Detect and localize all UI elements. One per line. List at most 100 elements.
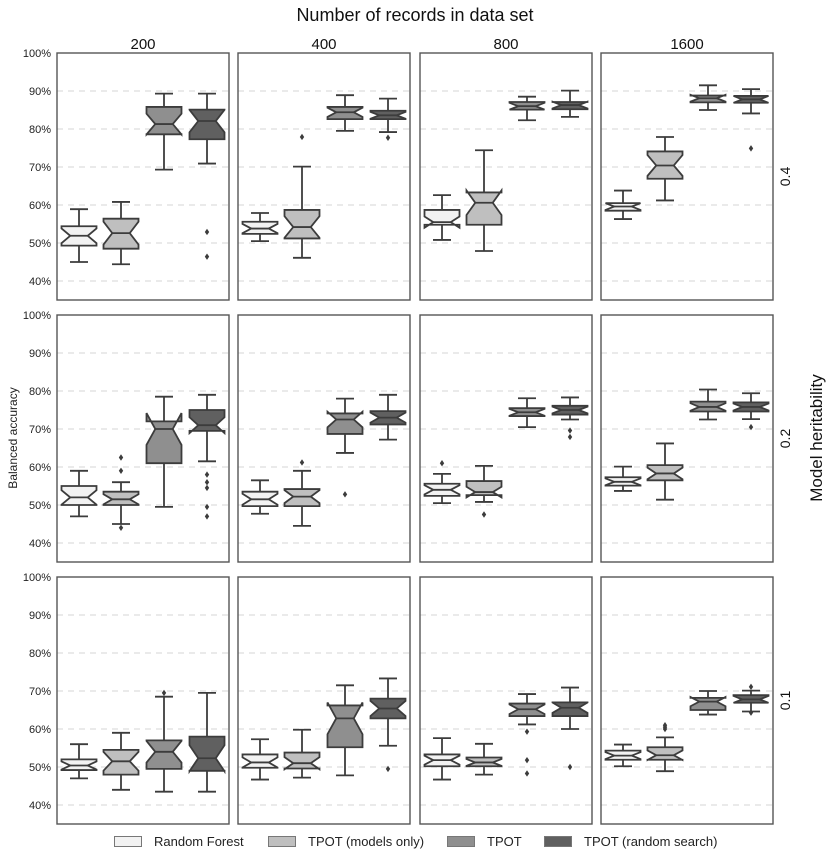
outlier-marker <box>299 133 305 141</box>
y-tick-label: 60% <box>29 724 51 736</box>
box <box>689 388 727 421</box>
legend-label: TPOT (random search) <box>584 834 718 849</box>
box <box>102 454 140 531</box>
y-tick-label: 80% <box>29 124 51 136</box>
y-axis-title: Balanced accuracy <box>6 387 20 488</box>
facet-panel <box>237 314 411 563</box>
box <box>241 738 279 781</box>
outlier-marker <box>524 756 530 764</box>
legend-label: Random Forest <box>154 834 244 849</box>
legend-swatch <box>544 836 572 847</box>
box <box>423 737 461 781</box>
outlier-marker <box>385 134 391 141</box>
y-tick-label: 50% <box>29 762 51 774</box>
box <box>732 683 770 716</box>
panel-frame <box>237 314 411 563</box>
facet-panel <box>600 52 774 301</box>
box <box>60 743 98 780</box>
box <box>423 460 461 505</box>
outlier-marker <box>524 770 530 777</box>
outlier-marker <box>748 683 754 691</box>
column-header: 800 <box>493 36 518 53</box>
box <box>283 728 321 779</box>
box <box>188 393 226 520</box>
y-tick-label: 90% <box>29 610 51 622</box>
outlier-marker <box>748 709 754 716</box>
outlier-marker <box>748 145 754 152</box>
legend-label: TPOT <box>487 834 522 849</box>
y-tick-label: 70% <box>29 686 51 698</box>
box <box>283 459 321 527</box>
box <box>732 392 770 431</box>
y-tick-label: 70% <box>29 424 51 436</box>
outlier-marker <box>342 491 348 498</box>
box <box>465 464 503 518</box>
outlier-marker <box>748 423 754 431</box>
legend-swatch <box>447 836 475 847</box>
y-tick-label: 40% <box>29 538 51 550</box>
facet-panel <box>56 576 230 825</box>
y-tick-label: 80% <box>29 648 51 660</box>
legend-item-tpot-models-only: TPOT (models only) <box>268 834 424 849</box>
panel-frame <box>237 52 411 301</box>
panel-frame <box>419 314 593 563</box>
outlier-marker <box>204 228 210 236</box>
box <box>326 684 364 777</box>
chart-title: Number of records in data set <box>296 5 534 25</box>
facet-panel <box>419 576 593 825</box>
box <box>145 395 183 508</box>
box <box>689 84 727 111</box>
outlier-marker <box>204 484 210 492</box>
box <box>551 89 589 118</box>
box <box>369 677 407 773</box>
row-label: 0.4 <box>777 167 793 187</box>
box <box>689 690 727 716</box>
box <box>241 479 279 515</box>
plot-area: 200 400 800 1600 0.4 0.2 0.1 Model heritability… <box>6 36 826 825</box>
outlier-marker <box>204 479 210 486</box>
box <box>646 722 684 773</box>
facet-panel <box>419 52 593 301</box>
outlier-marker <box>118 524 124 531</box>
y-tick-label: 90% <box>29 348 51 360</box>
column-header: 200 <box>130 36 155 53</box>
outlier-marker <box>118 467 124 474</box>
box <box>188 92 226 260</box>
panel-frame <box>419 52 593 301</box>
panel-frame <box>56 52 230 301</box>
panel-frame <box>600 52 774 301</box>
y-tick-label: 50% <box>29 238 51 250</box>
outlier-marker <box>439 460 445 467</box>
panel-frame <box>56 576 230 825</box>
box <box>508 397 546 429</box>
box <box>369 97 407 141</box>
y-tick-label: 40% <box>29 800 51 812</box>
row-label: 0.1 <box>777 691 793 711</box>
box <box>508 95 546 122</box>
box <box>102 201 140 266</box>
facet-panel <box>56 314 230 563</box>
outlier-marker <box>567 763 573 771</box>
legend-label: TPOT (models only) <box>308 834 425 849</box>
legend-item-random-forest: Random Forest <box>114 834 244 849</box>
outlier-marker <box>118 454 124 461</box>
y-tick-label: 100% <box>23 572 51 584</box>
outlier-marker <box>524 728 530 735</box>
box <box>188 692 226 793</box>
outlier-marker <box>299 459 305 466</box>
box <box>241 212 279 243</box>
legend-swatch <box>114 836 142 847</box>
column-header: 400 <box>311 36 336 53</box>
outlier-marker <box>204 253 210 260</box>
y-tick-label: 100% <box>23 310 51 322</box>
panel-frame <box>56 314 230 563</box>
panel-frame <box>600 314 774 563</box>
box <box>60 469 98 518</box>
facet-panel <box>237 576 411 825</box>
y-tick-label: 60% <box>29 200 51 212</box>
y-tick-label: 100% <box>23 48 51 60</box>
row-label: 0.2 <box>777 429 793 449</box>
box <box>508 693 546 777</box>
box <box>145 689 183 793</box>
box <box>551 396 589 441</box>
